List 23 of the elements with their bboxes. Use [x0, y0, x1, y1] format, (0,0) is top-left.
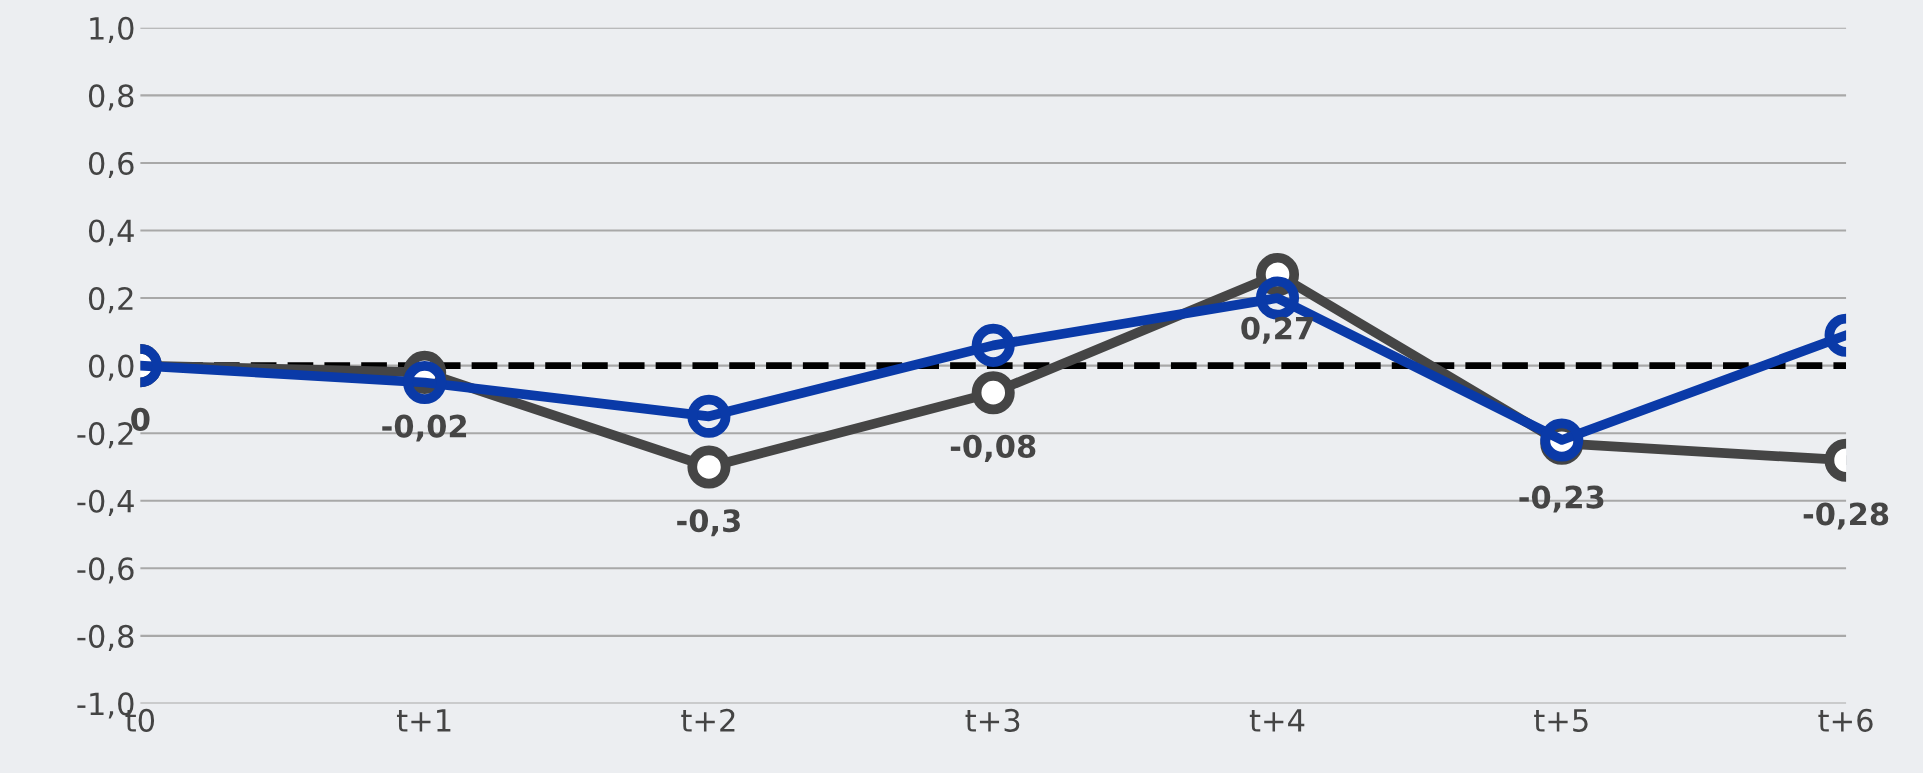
y-tick-label: -0,2: [77, 422, 133, 449]
y-tick-label: 0,2: [88, 287, 133, 314]
y-tick-label: -0,6: [77, 557, 134, 584]
data-label: -0,02: [382, 414, 467, 442]
x-tick-label: t+3: [965, 708, 1020, 732]
x-tick-label: t+6: [1818, 708, 1873, 732]
data-label: -0,3: [677, 509, 740, 537]
y-tick-label: 0,8: [88, 84, 134, 111]
x-tick-label: t+1: [396, 709, 451, 732]
data-label: 0: [131, 407, 150, 431]
data-label: -0,08: [950, 434, 1036, 462]
data-label: 0,27: [1241, 316, 1313, 344]
data-label: -0,28: [1803, 502, 1889, 530]
data-label: -0,23: [1519, 485, 1604, 513]
y-tick-label: 0,0: [88, 354, 134, 381]
y-tick-label: 1,0: [90, 16, 134, 43]
y-tick-label: 0,4: [88, 219, 134, 246]
x-tick-label: t+2: [681, 708, 735, 732]
y-tick-label: 0,6: [88, 151, 134, 179]
y-tick-label: -0,8: [77, 624, 134, 652]
x-tick-label: t+5: [1534, 709, 1588, 732]
x-tick-label: t+4: [1249, 709, 1305, 732]
y-tick-label: -0,4: [77, 489, 134, 516]
